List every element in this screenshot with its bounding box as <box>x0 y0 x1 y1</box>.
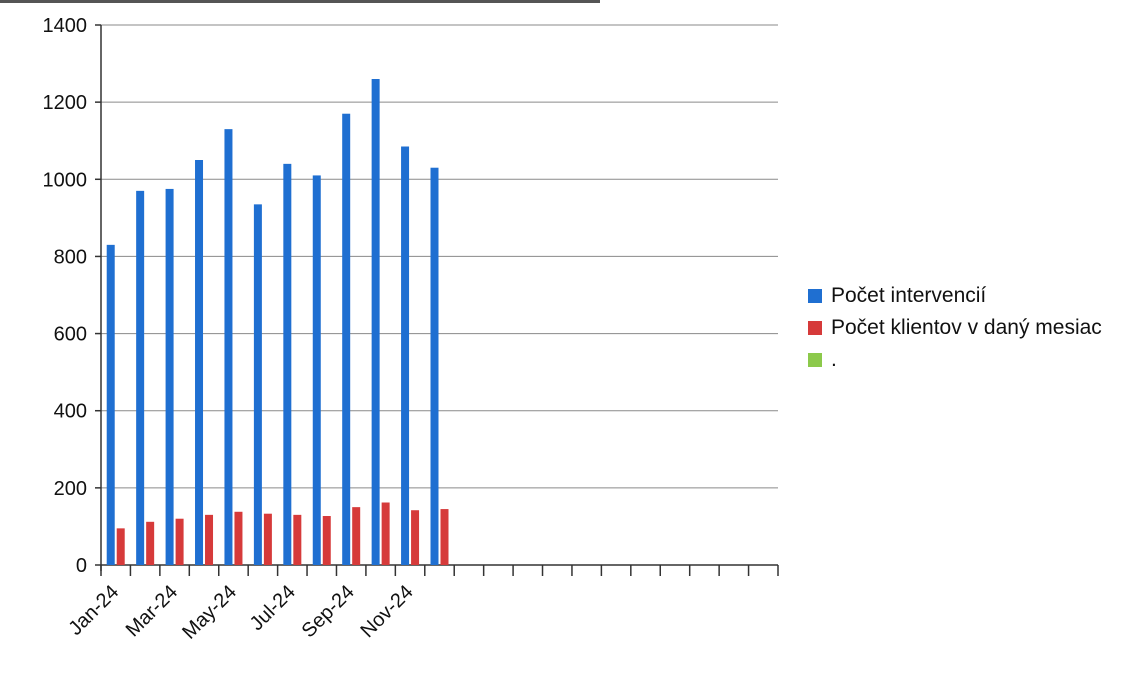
y-tick-label: 0 <box>76 555 87 577</box>
legend-item-clients: Počet klientov v daný mesiac <box>808 312 1102 344</box>
bar-interventions <box>136 190 145 565</box>
bar-interventions <box>430 167 439 565</box>
bar-clients <box>322 516 331 565</box>
bar-clients <box>263 513 272 565</box>
legend-item-interventions: Počet intervencií <box>808 280 1102 312</box>
bar-interventions <box>195 160 204 565</box>
legend-swatch-clients <box>808 321 822 335</box>
x-tick-label: Jul-24 <box>246 581 300 635</box>
legend-label-interventions: Počet intervencií <box>831 284 987 307</box>
legend-label-clients: Počet klientov v daný mesiac <box>831 316 1102 339</box>
legend: Počet intervencií Počet klientov v daný … <box>808 280 1102 376</box>
bar-clients <box>234 511 243 565</box>
y-tick-label: 1200 <box>43 92 88 114</box>
top-rule <box>0 0 600 3</box>
x-tick-label: May-24 <box>178 581 241 644</box>
bar-interventions <box>371 79 380 565</box>
bar-clients <box>205 514 214 565</box>
bar-clients <box>175 518 184 565</box>
bar-clients <box>146 521 155 565</box>
x-tick-label: Mar-24 <box>122 581 182 641</box>
bar-clients <box>352 507 361 565</box>
bar-interventions <box>106 244 115 565</box>
y-tick-label: 200 <box>54 478 87 500</box>
bar-clients <box>381 502 390 565</box>
legend-item-dot: . <box>808 344 1102 376</box>
bar-interventions <box>401 146 410 565</box>
y-tick-label: 800 <box>54 246 87 268</box>
y-tick-label: 600 <box>54 324 87 346</box>
bar-interventions <box>224 129 233 565</box>
bar-interventions <box>312 175 321 565</box>
legend-swatch-interventions <box>808 289 822 303</box>
bar-clients <box>116 528 125 565</box>
y-tick-label: 400 <box>54 401 87 423</box>
bar-interventions <box>342 113 351 565</box>
bar-interventions <box>165 188 174 565</box>
x-tick-label: Jan-24 <box>64 581 123 640</box>
bar-clients <box>411 510 420 565</box>
bar-clients <box>293 514 302 565</box>
x-tick-label: Sep-24 <box>298 581 359 642</box>
y-tick-label: 1400 <box>43 15 88 37</box>
y-tick-label: 1000 <box>43 169 88 191</box>
legend-label-dot: . <box>831 348 837 371</box>
x-tick-label: Nov-24 <box>356 581 417 642</box>
bar-clients <box>440 509 449 565</box>
bar-interventions <box>283 163 292 565</box>
legend-swatch-dot <box>808 353 822 367</box>
bar-interventions <box>253 204 262 565</box>
